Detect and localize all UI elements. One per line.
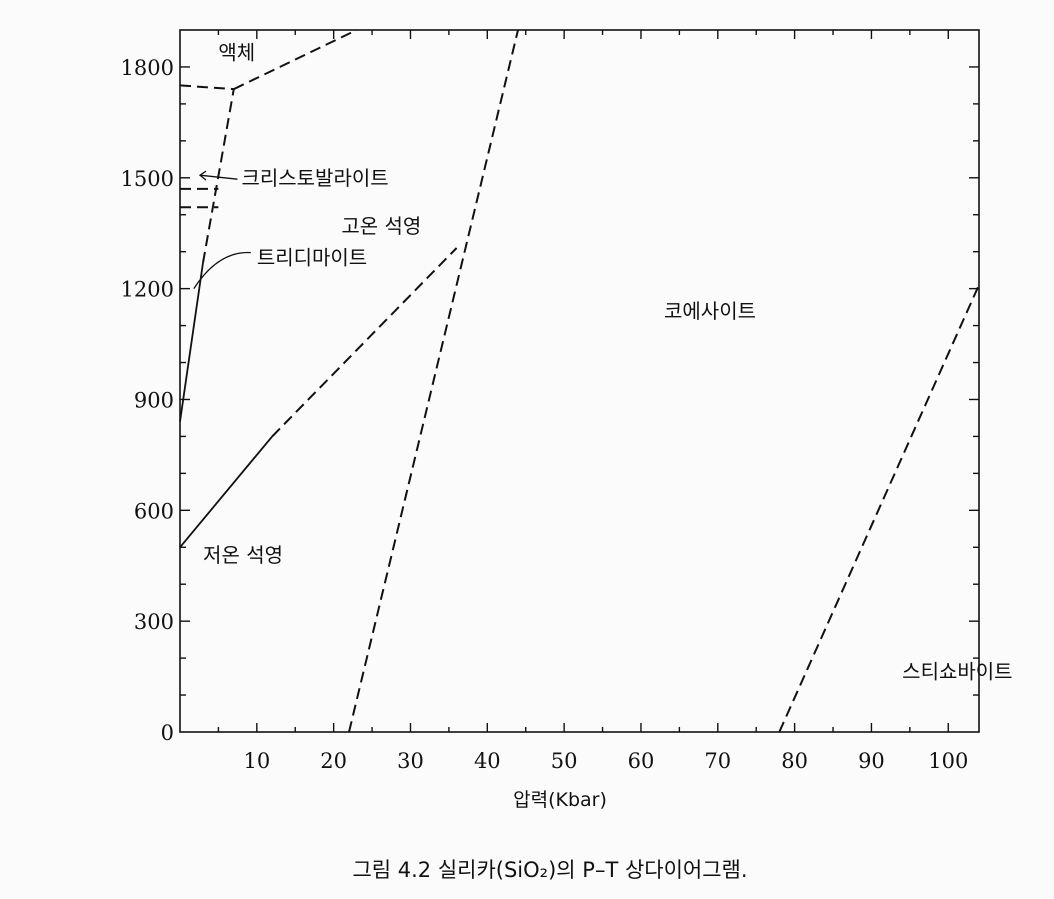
axis-ticks — [180, 30, 979, 732]
x-tick-label: 60 — [628, 749, 655, 773]
x-tick-labels: 10 20 30 40 50 60 70 80 90 100 — [243, 749, 968, 773]
phase-region-label: 고온 석영 — [341, 214, 421, 238]
tridymite-pointer — [193, 251, 251, 289]
y-tick-label: 900 — [134, 388, 174, 412]
cristobalite-arrowhead — [198, 170, 207, 181]
x-tick-label: 10 — [243, 749, 270, 773]
x-tick-label: 40 — [474, 749, 501, 773]
x-tick-label: 50 — [551, 749, 578, 773]
x-axis-title: 압력(Kbar) — [513, 789, 607, 811]
cristobalite-pointer — [199, 174, 238, 180]
plot-frame — [179, 29, 980, 733]
x-tick-label: 70 — [704, 749, 731, 773]
y-tick-label: 300 — [134, 610, 174, 634]
figure-caption: 그림 4.2 실리카(SiO₂)의 P–T 상다이어그램. — [352, 858, 747, 882]
phase-region-label: 트리디마이트 — [257, 246, 367, 270]
phase-region-label: 스티쇼바이트 — [902, 659, 1012, 683]
phase-region-label: 크리스토발라이트 — [241, 166, 388, 190]
phase-boundary-line — [179, 435, 273, 548]
phase-boundary-line — [179, 262, 204, 422]
phase-boundaries — [179, 29, 980, 733]
x-tick-label: 100 — [928, 749, 968, 773]
y-tick-label: 1800 — [121, 56, 174, 80]
x-tick-label: 80 — [781, 749, 808, 773]
phase-boundary-line — [179, 84, 234, 91]
x-tick-label: 90 — [858, 749, 885, 773]
y-tick-label: 600 — [134, 499, 174, 523]
phase-boundary-line — [271, 247, 458, 438]
phase-region-label: 저온 석영 — [203, 543, 283, 567]
phase-region-label: 코에사이트 — [664, 299, 756, 323]
phase-boundary-line — [233, 29, 358, 91]
y-tick-label: 1500 — [121, 167, 174, 191]
x-tick-label: 20 — [320, 749, 347, 773]
y-tick-label: 1200 — [121, 278, 174, 302]
y-tick-label: 0 — [161, 721, 174, 745]
phase-boundary-line — [778, 284, 980, 733]
phase-boundary-line — [348, 29, 519, 733]
phase-region-label: 액체 — [218, 41, 255, 65]
label-pointers — [193, 170, 251, 289]
phase-boundary-line — [202, 88, 235, 263]
x-tick-label: 30 — [397, 749, 424, 773]
y-tick-labels: 0 300 600 900 1200 1500 1800 — [121, 56, 174, 745]
